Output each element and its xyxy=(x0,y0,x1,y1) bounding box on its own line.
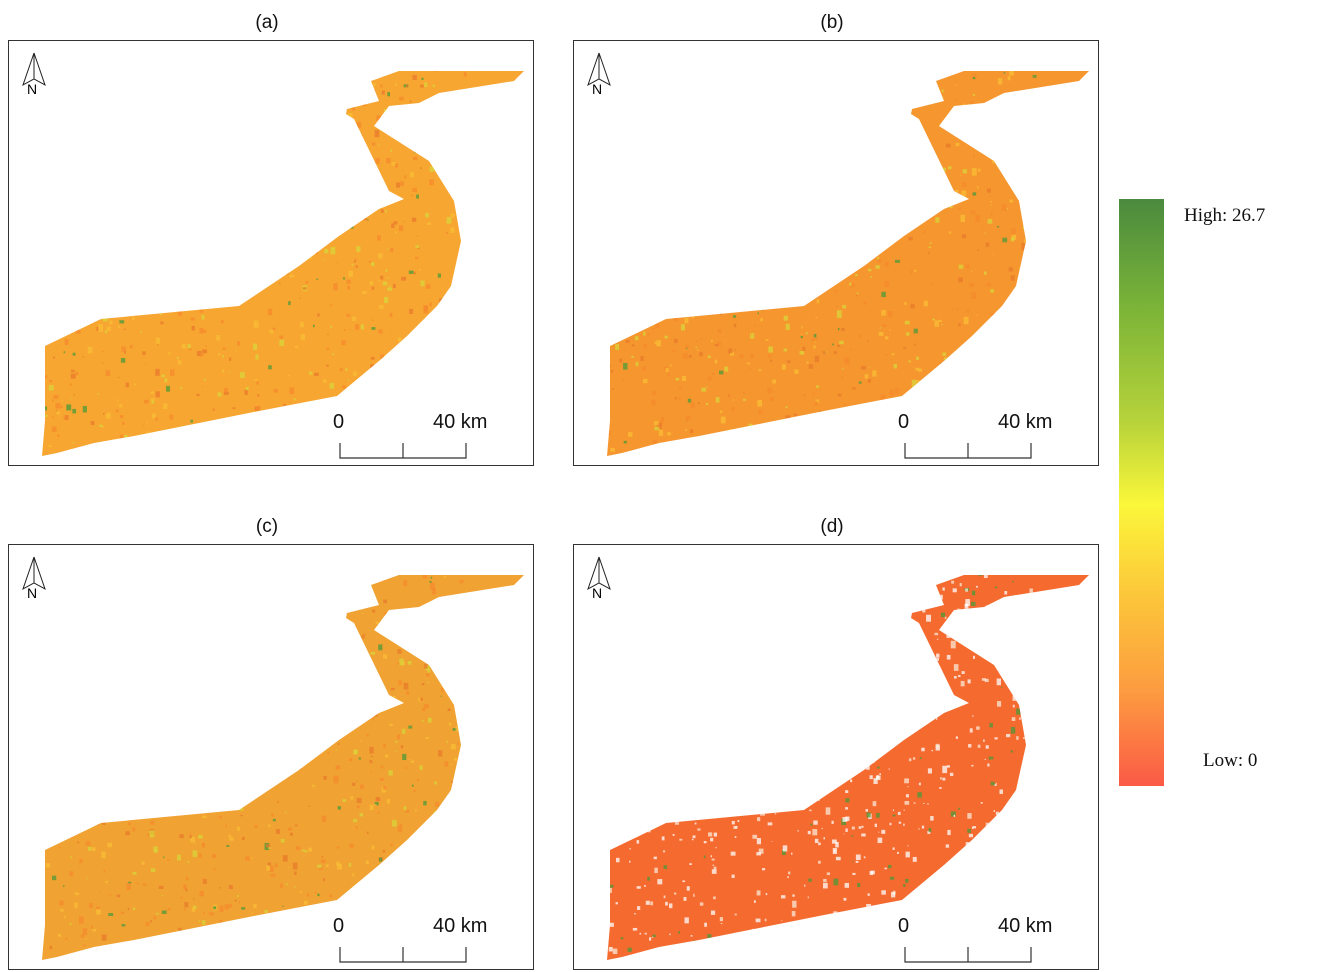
scale-end: 40 km xyxy=(998,915,1053,937)
scale-bar: 0 40 km xyxy=(327,411,527,463)
north-arrow-icon: N xyxy=(19,51,49,99)
scale-bar: 0 40 km xyxy=(892,915,1092,967)
panel-label-d: (d) xyxy=(820,516,844,537)
map-panel-a: N 0 40 km xyxy=(8,40,534,466)
legend-high-label: High: 26.7 xyxy=(1184,205,1266,226)
panel-label-c: (c) xyxy=(255,516,279,537)
scale-end: 40 km xyxy=(433,915,488,937)
north-arrow-icon: N xyxy=(19,555,49,603)
scale-bar: 0 40 km xyxy=(327,915,527,967)
north-label: N xyxy=(592,81,603,97)
region-fill xyxy=(607,71,1089,456)
panel-label-a: (a) xyxy=(255,12,279,33)
north-label: N xyxy=(27,81,38,97)
scale-bar: 0 40 km xyxy=(892,411,1092,463)
legend-low-label: Low: 0 xyxy=(1203,750,1258,771)
scale-start: 0 xyxy=(898,915,910,937)
map-panel-c: N 0 40 km xyxy=(8,544,534,970)
scale-end: 40 km xyxy=(433,411,488,433)
panel-label-b: (b) xyxy=(820,12,844,33)
region-fill xyxy=(607,575,1089,960)
region-map-b xyxy=(607,71,1089,456)
map-panel-d: N 0 40 km xyxy=(573,544,1099,970)
region-map-d xyxy=(607,575,1089,960)
north-label: N xyxy=(27,585,38,601)
region-fill xyxy=(42,71,524,456)
north-label: N xyxy=(592,585,603,601)
legend-color-ramp xyxy=(1119,199,1164,786)
map-panel-b: N 0 40 km xyxy=(573,40,1099,466)
north-arrow-icon: N xyxy=(584,51,614,99)
scale-start: 0 xyxy=(898,411,910,433)
scale-start: 0 xyxy=(333,411,345,433)
region-map-c xyxy=(42,575,524,960)
region-map-a xyxy=(42,71,524,456)
scale-start: 0 xyxy=(333,915,345,937)
region-fill xyxy=(42,575,524,960)
north-arrow-icon: N xyxy=(584,555,614,603)
scale-end: 40 km xyxy=(998,411,1053,433)
